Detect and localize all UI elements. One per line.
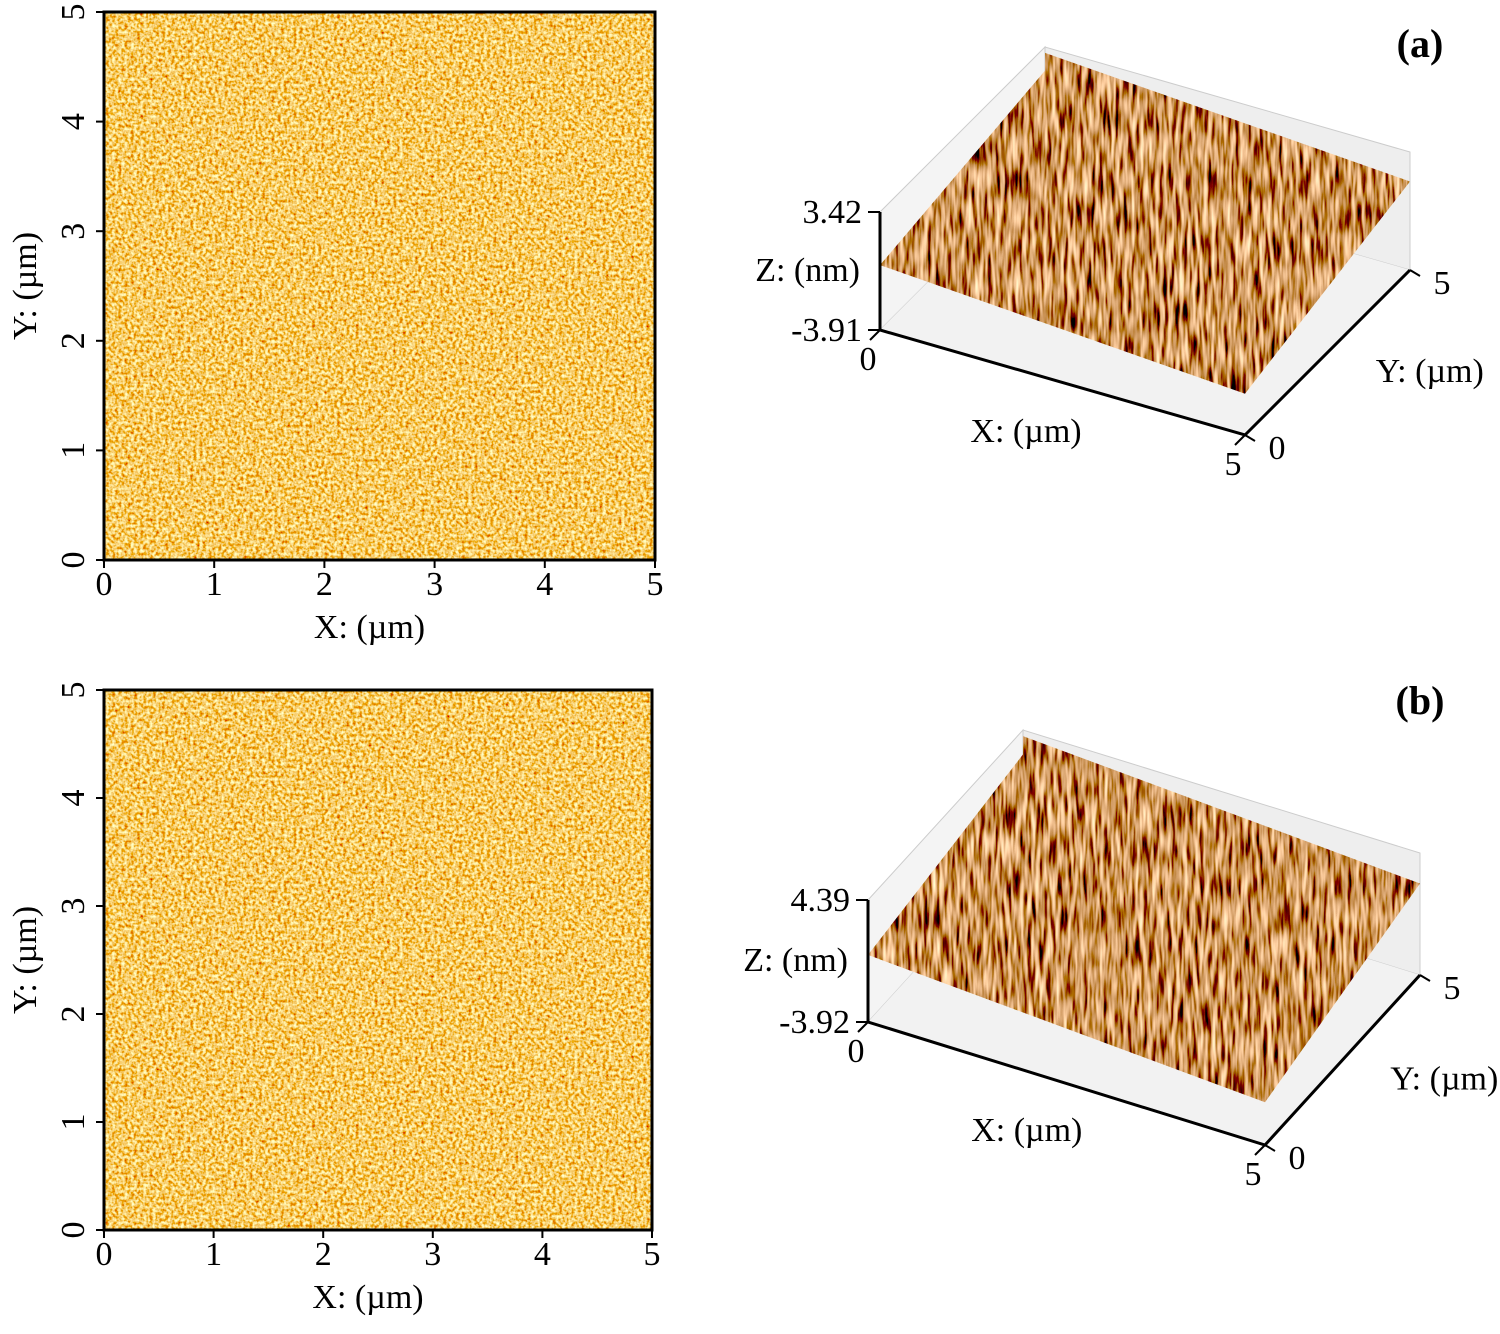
y-axis-label: Y: (µm) bbox=[7, 232, 44, 340]
y-tick-label: 5 bbox=[55, 4, 92, 21]
y-tick-label: 0 bbox=[1289, 1140, 1306, 1177]
x-tick-label: 2 bbox=[315, 1236, 332, 1273]
y-tick bbox=[1409, 269, 1421, 277]
y-axis-label: Y: (µm) bbox=[7, 906, 44, 1014]
y-tick-label: 0 bbox=[55, 1222, 92, 1239]
y-tick-label: 5 bbox=[1444, 970, 1461, 1007]
y-axis-label: Y: (µm) bbox=[1390, 1060, 1498, 1097]
x-axis-label: X: (µm) bbox=[314, 609, 425, 646]
z-axis-label: Z: (nm) bbox=[743, 942, 848, 979]
y-tick bbox=[1419, 974, 1431, 982]
x-axis-label: X: (µm) bbox=[970, 413, 1081, 450]
z-tick-label: -3.92 bbox=[779, 1004, 850, 1041]
y-tick-label: 5 bbox=[55, 682, 92, 699]
afm-image bbox=[104, 12, 655, 560]
y-tick-label: 3 bbox=[55, 898, 92, 915]
z-tick-label: 3.42 bbox=[803, 194, 863, 231]
x-tick bbox=[869, 329, 881, 341]
y-tick-label: 5 bbox=[1434, 265, 1451, 302]
y-tick-label: 2 bbox=[55, 1006, 92, 1023]
x-tick-label: 5 bbox=[1225, 446, 1242, 483]
panel-label: (b) bbox=[1396, 678, 1445, 723]
x-tick-label: 5 bbox=[644, 1236, 661, 1273]
y-tick bbox=[1244, 434, 1256, 442]
axis bbox=[878, 212, 1412, 437]
x-tick-label: 0 bbox=[96, 1236, 113, 1273]
y-tick-label: 4 bbox=[55, 113, 92, 130]
y-tick-label: 1 bbox=[55, 442, 92, 459]
x-tick-label: 4 bbox=[536, 566, 553, 603]
afm-image bbox=[104, 690, 652, 1230]
y-tick-label: 1 bbox=[55, 1114, 92, 1131]
panel-label: (a) bbox=[1397, 21, 1444, 66]
x-axis-label: X: (µm) bbox=[971, 1112, 1082, 1149]
x-tick bbox=[1234, 434, 1246, 446]
z-tick-label: -3.91 bbox=[791, 312, 862, 349]
x-tick-label: 3 bbox=[426, 566, 443, 603]
axis bbox=[866, 900, 1422, 1147]
x-tick bbox=[1254, 1144, 1266, 1156]
surface bbox=[868, 736, 1420, 1103]
y-tick-label: 0 bbox=[1269, 430, 1286, 467]
surface bbox=[880, 52, 1410, 394]
y-tick-label: 0 bbox=[55, 552, 92, 569]
x-tick-label: 2 bbox=[316, 566, 333, 603]
y-tick-label: 4 bbox=[55, 790, 92, 807]
x-tick-label: 5 bbox=[647, 566, 664, 603]
x-tick-label: 5 bbox=[1245, 1156, 1262, 1193]
x-tick-label: 3 bbox=[424, 1236, 441, 1273]
y-axis-label: Y: (µm) bbox=[1376, 353, 1484, 390]
x-tick-label: 1 bbox=[205, 1236, 222, 1273]
y-tick bbox=[1264, 1144, 1276, 1152]
y-tick-label: 3 bbox=[55, 223, 92, 240]
frame bbox=[102, 10, 657, 562]
x-tick-label: 4 bbox=[534, 1236, 551, 1273]
x-tick-label: 0 bbox=[96, 566, 113, 603]
x-tick bbox=[857, 1021, 869, 1033]
x-tick-label: 0 bbox=[848, 1033, 865, 1070]
frame bbox=[102, 688, 654, 1232]
y-tick-label: 2 bbox=[55, 332, 92, 349]
x-tick-label: 1 bbox=[206, 566, 223, 603]
z-tick-label: 4.39 bbox=[791, 882, 851, 919]
x-axis-label: X: (µm) bbox=[312, 1279, 423, 1316]
z-axis-label: Z: (nm) bbox=[755, 252, 860, 289]
x-tick-label: 0 bbox=[860, 341, 877, 378]
